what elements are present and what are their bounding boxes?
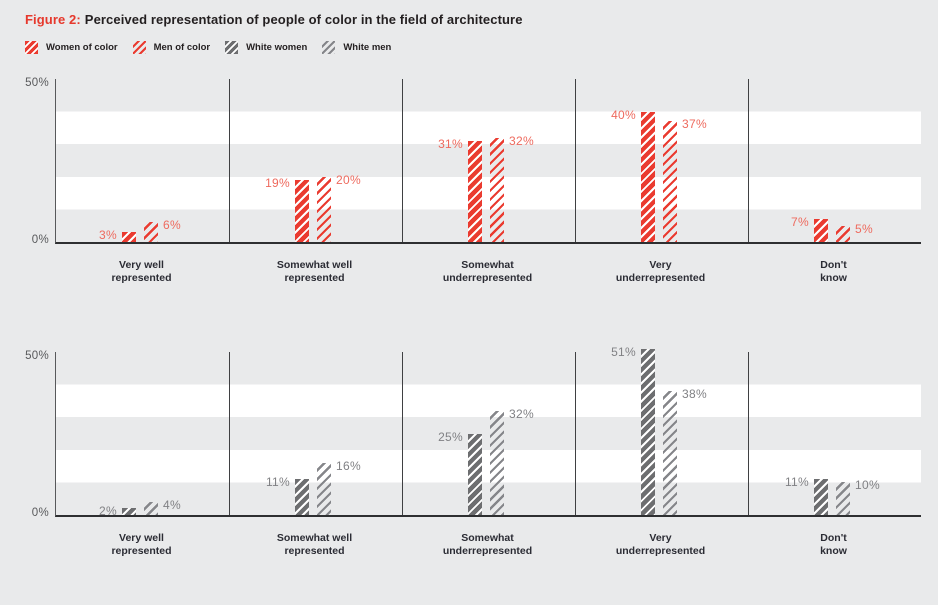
red-line-hatch-swatch-icon	[132, 41, 146, 54]
category-label-somewhat-underrepresented: Somewhat underrepresented	[442, 532, 533, 557]
legend-item-label: White men	[343, 42, 392, 53]
value-label-white-men-somewhat-underrepresented: 32%	[509, 406, 534, 421]
value-label-women-of-color-don-t-know: 7%	[791, 215, 809, 230]
value-label-white-women-somewhat-well-represented: 11%	[265, 475, 290, 490]
bar-white-men-somewhat-underrepresented	[490, 410, 504, 515]
figure-title-text: Perceived representation of people of co…	[84, 12, 523, 27]
category-label-very-well-represented: Very well represented	[111, 259, 172, 284]
gray-line-hatch-swatch-icon	[322, 41, 336, 54]
value-label-white-women-somewhat-underrepresented: 25%	[438, 429, 463, 444]
value-label-men-of-color-very-underrepresented: 37%	[682, 117, 707, 132]
value-label-men-of-color-somewhat-underrepresented: 32%	[509, 133, 534, 148]
charts-container: 50% 0% 3% 6% 19% 20% 31% 32% 40% 37% 7% 5% Very well…	[0, 77, 938, 558]
value-label-men-of-color-don-t-know: 5%	[855, 221, 873, 236]
bar-white-men-very-underrepresented	[663, 391, 677, 515]
y-tick-0: 0%	[31, 234, 49, 246]
legend-item-label: Women of color	[46, 42, 118, 53]
bar-women-of-color-very-well-represented	[122, 232, 136, 242]
chart-white: 50% 0% 2% 4% 11% 16% 25% 32% 51% 38% 11% 10% Very we…	[0, 345, 938, 558]
figure-title: Figure 2: Perceived representation of peo…	[25, 12, 938, 27]
legend-item-women-of-color: Women of color	[25, 41, 118, 54]
category-labels-people-of-color: Very well represented Somewhat well repre…	[55, 259, 920, 285]
value-label-women-of-color-very-underrepresented: 40%	[611, 107, 636, 122]
category-label-somewhat-well-represented: Somewhat well represented	[276, 532, 353, 557]
bar-women-of-color-don-t-know	[814, 219, 828, 242]
y-tick-50: 50%	[25, 77, 49, 89]
category-divider	[747, 352, 749, 515]
gray-solid-hatch-swatch-icon	[225, 41, 239, 54]
category-label-don-t-know: Don't know	[820, 259, 847, 284]
legend-item-white-women: White women	[225, 41, 307, 54]
bar-women-of-color-very-underrepresented	[641, 111, 655, 242]
bar-men-of-color-very-well-represented	[144, 222, 158, 242]
legend-item-men-of-color: Men of color	[132, 41, 211, 54]
plot-area-people-of-color: 50% 0% 3% 6% 19% 20% 31% 32% 40% 37% 7% 5%	[25, 77, 921, 246]
bar-white-women-somewhat-underrepresented	[468, 433, 482, 515]
category-divider	[574, 79, 576, 242]
y-tick-50: 50%	[25, 350, 49, 362]
legend: Women of color Men of color White women Whi…	[25, 41, 938, 54]
category-divider	[574, 352, 576, 515]
category-label-very-well-represented: Very well represented	[111, 532, 172, 557]
red-solid-hatch-swatch-icon	[25, 41, 38, 54]
bar-white-women-don-t-know	[814, 479, 828, 515]
bar-men-of-color-somewhat-underrepresented	[490, 137, 504, 242]
bar-men-of-color-somewhat-well-represented	[317, 176, 331, 242]
figure-number-label: Figure 2:	[25, 12, 81, 27]
category-label-very-underrepresented: Very underrepresented	[615, 532, 706, 557]
category-label-very-underrepresented: Very underrepresented	[615, 259, 706, 284]
category-divider	[401, 79, 403, 242]
category-labels-white: Very well represented Somewhat well repre…	[55, 532, 920, 558]
value-label-white-men-somewhat-well-represented: 16%	[336, 458, 361, 473]
value-label-white-women-don-t-know: 11%	[784, 475, 809, 490]
bar-women-of-color-somewhat-underrepresented	[468, 140, 482, 242]
value-label-white-men-very-well-represented: 4%	[163, 497, 181, 512]
value-label-white-men-very-underrepresented: 38%	[682, 387, 707, 402]
bar-white-men-very-well-represented	[144, 501, 158, 515]
legend-item-label: Men of color	[153, 42, 211, 53]
category-divider	[401, 352, 403, 515]
value-label-women-of-color-somewhat-well-represented: 19%	[265, 176, 290, 191]
category-divider	[228, 352, 230, 515]
bar-men-of-color-don-t-know	[836, 225, 850, 242]
value-label-white-men-don-t-know: 10%	[855, 478, 880, 493]
legend-item-label: White women	[246, 42, 308, 53]
category-divider	[228, 79, 230, 242]
category-label-don-t-know: Don't know	[820, 532, 847, 557]
value-label-men-of-color-somewhat-well-represented: 20%	[336, 172, 361, 187]
value-label-white-women-very-underrepresented: 51%	[611, 344, 636, 359]
category-divider	[747, 79, 749, 242]
bar-white-men-don-t-know	[836, 482, 850, 515]
value-label-men-of-color-very-well-represented: 6%	[163, 218, 181, 233]
bar-white-women-very-underrepresented	[641, 348, 655, 515]
bar-women-of-color-somewhat-well-represented	[295, 180, 309, 242]
bar-men-of-color-very-underrepresented	[663, 121, 677, 242]
value-label-women-of-color-very-well-represented: 3%	[99, 228, 117, 243]
category-label-somewhat-well-represented: Somewhat well represented	[276, 259, 353, 284]
value-label-women-of-color-somewhat-underrepresented: 31%	[438, 136, 463, 151]
chart-people-of-color: 50% 0% 3% 6% 19% 20% 31% 32% 40% 37% 7% 5% Very well…	[0, 77, 938, 285]
bar-white-women-very-well-represented	[122, 508, 136, 515]
bar-white-men-somewhat-well-represented	[317, 462, 331, 515]
bar-white-women-somewhat-well-represented	[295, 479, 309, 515]
category-label-somewhat-underrepresented: Somewhat underrepresented	[442, 259, 533, 284]
legend-item-white-men: White men	[322, 41, 391, 54]
y-tick-0: 0%	[31, 507, 49, 519]
figure-page: Figure 2: Perceived representation of peo…	[0, 12, 938, 558]
plot-area-white: 50% 0% 2% 4% 11% 16% 25% 32% 51% 38% 11% 10%	[25, 345, 921, 519]
value-label-white-women-very-well-represented: 2%	[99, 504, 117, 519]
